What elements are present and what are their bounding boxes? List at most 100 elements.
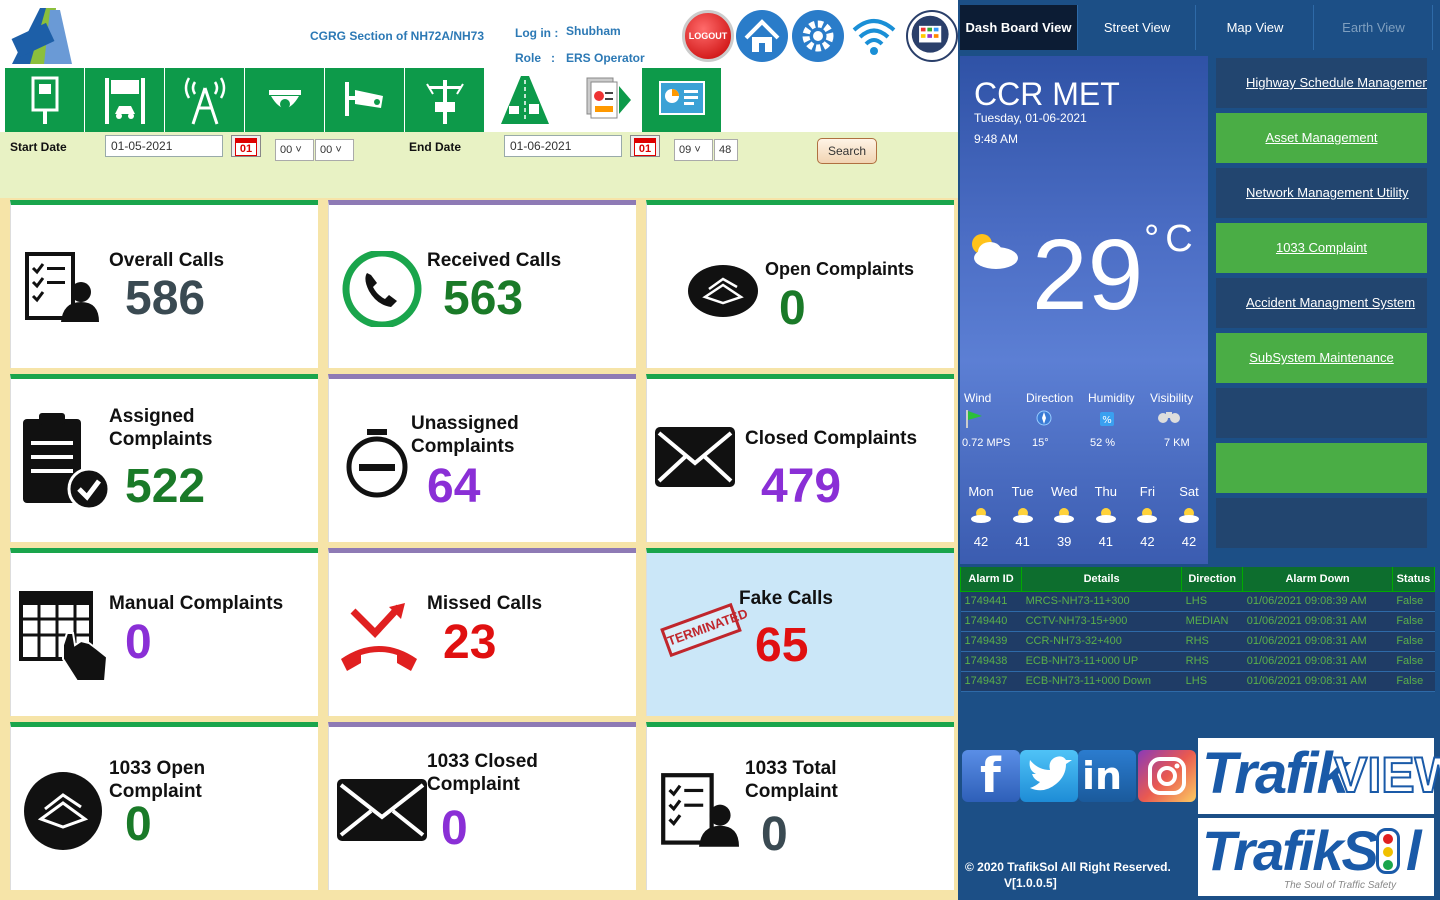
linkedin-icon[interactable]: in bbox=[1078, 750, 1136, 802]
trafikview-logo: Trafik VIEW bbox=[1198, 738, 1440, 814]
card-value: 64 bbox=[427, 460, 481, 513]
toolbar-dome-camera-button[interactable] bbox=[245, 68, 324, 132]
start-date-input[interactable]: 01-05-2021 bbox=[105, 135, 223, 157]
unassigned-complaints-card[interactable]: Unassigned Complaints 64 bbox=[328, 374, 636, 542]
tab-earth-view[interactable]: Earth View bbox=[1315, 5, 1433, 50]
alarm-column-header[interactable]: Details bbox=[1021, 567, 1183, 592]
toolbar-dashboard-button[interactable] bbox=[642, 68, 721, 132]
twitter-icon[interactable] bbox=[1020, 750, 1078, 802]
card-title-line1: Unassigned bbox=[411, 413, 519, 434]
alarm-cell: 1749438 bbox=[960, 651, 1022, 672]
closed-complaints-card[interactable]: Closed Complaints 479 bbox=[646, 374, 954, 542]
side-menu-link[interactable]: Network Management Utility bbox=[1246, 185, 1409, 200]
open-1033-card[interactable]: 1033 Open Complaint 0 bbox=[10, 722, 318, 890]
tab-map-view[interactable]: Map View bbox=[1197, 5, 1314, 50]
radio-tower-icon bbox=[184, 77, 225, 125]
side-menu-item bbox=[1216, 498, 1427, 548]
network-button[interactable] bbox=[848, 10, 900, 62]
alarm-column-header[interactable]: Status bbox=[1391, 567, 1436, 592]
alarm-row[interactable]: 1749440 CCTV-NH73-15+900 MEDIAN 01/06/2021 … bbox=[960, 611, 1435, 632]
section-name: CGRG Section of NH72A/NH73 bbox=[310, 29, 485, 43]
closed-1033-card[interactable]: 1033 Closed Complaint 0 bbox=[328, 722, 636, 890]
fake-calls-card[interactable]: TERMINATED Fake Calls 65 bbox=[646, 548, 954, 716]
logout-button[interactable]: LOGOUT bbox=[682, 10, 734, 62]
open-complaints-card[interactable]: Open Complaints 0 bbox=[646, 200, 954, 368]
weather-unit: °C bbox=[1144, 218, 1199, 260]
apps-button[interactable] bbox=[906, 10, 958, 62]
side-menu-item[interactable]: Accident Managment System bbox=[1216, 278, 1427, 328]
card-value: 65 bbox=[755, 619, 809, 672]
missed-calls-card[interactable]: Missed Calls 23 bbox=[328, 548, 636, 716]
card-title-line1: 1033 Open bbox=[109, 758, 206, 779]
tab-dashboard-view[interactable]: Dash Board View bbox=[960, 5, 1078, 50]
weather-panel: CCR MET Tuesday, 01-06-2021 9:48 AM 29 °… bbox=[960, 56, 1208, 564]
toolbar-reports-button[interactable] bbox=[565, 68, 644, 132]
side-menu-link[interactable]: SubSystem Maintenance bbox=[1249, 350, 1394, 365]
tab-street-view[interactable]: Street View bbox=[1079, 5, 1196, 50]
assigned-complaints-card[interactable]: Assigned Complaints 522 bbox=[10, 374, 318, 542]
alarm-column-header[interactable]: Direction bbox=[1181, 567, 1244, 592]
end-date-input[interactable]: 01-06-2021 bbox=[504, 135, 622, 157]
forecast-day: Thu bbox=[1094, 484, 1117, 499]
alarm-cell: 01/06/2021 09:08:39 AM bbox=[1242, 591, 1393, 612]
role-value: ERS Operator bbox=[566, 51, 645, 65]
received-calls-card[interactable]: Received Calls 563 bbox=[328, 200, 636, 368]
apps-icon bbox=[911, 15, 949, 53]
settings-button[interactable] bbox=[792, 10, 844, 62]
manual-complaints-card[interactable]: Manual Complaints 0 bbox=[10, 548, 318, 716]
side-menu-link[interactable]: Asset Management bbox=[1265, 130, 1378, 145]
alarm-row[interactable]: 1749439 CCR-NH73-32+400 RHS 01/06/2021 09:0… bbox=[960, 631, 1435, 652]
side-menu-item bbox=[1216, 388, 1427, 438]
alarm-table-header: Alarm ID Details Direction Alarm Down Status bbox=[959, 567, 1436, 592]
alarm-row[interactable]: 1749437 ECB-NH73-11+000 Down LHS 01/06/2021… bbox=[960, 671, 1435, 692]
end-minute-select[interactable]: 48 bbox=[714, 139, 738, 161]
facebook-icon[interactable]: f bbox=[962, 748, 1020, 804]
overall-calls-card[interactable]: Overall Calls 586 bbox=[10, 200, 318, 368]
toolbar-highway-button[interactable] bbox=[485, 68, 564, 132]
search-button[interactable]: Search bbox=[817, 138, 877, 164]
side-menu-item[interactable]: Asset Management bbox=[1216, 113, 1427, 163]
side-menu-link[interactable]: Highway Schedule Management bbox=[1246, 75, 1427, 90]
alarm-row[interactable]: 1749441 MRCS-NH73-11+300 LHS 01/06/2021 09:… bbox=[960, 591, 1435, 612]
start-calendar-button[interactable]: 01 bbox=[231, 135, 261, 157]
start-minute-select[interactable]: 00 ˅ bbox=[315, 139, 354, 161]
side-menu-item[interactable]: Highway Schedule Management bbox=[1216, 58, 1427, 108]
alarm-cell: False bbox=[1392, 671, 1435, 692]
humidity-value: 52 % bbox=[1090, 437, 1116, 449]
logo-text-view: VIEW bbox=[1333, 746, 1440, 804]
side-menu-link[interactable]: Accident Managment System bbox=[1246, 295, 1416, 310]
forecast-temp: 42 bbox=[1140, 534, 1155, 549]
card-value: 522 bbox=[125, 460, 206, 513]
clipboard-check-icon bbox=[23, 413, 111, 511]
weather-temperature: 29 bbox=[1032, 219, 1144, 331]
side-menu-item[interactable]: 1033 Complaint bbox=[1216, 223, 1427, 273]
card-title-line1: Assigned bbox=[109, 406, 195, 427]
toolbar-tower-button[interactable] bbox=[165, 68, 244, 132]
toolbar-cctv-button[interactable] bbox=[325, 68, 404, 132]
alarm-cell: CCR-NH73-32+400 bbox=[1021, 631, 1182, 652]
alarm-table: Alarm ID Details Direction Alarm Down Status… bbox=[959, 567, 1436, 692]
toolbar-ecb-button[interactable] bbox=[5, 68, 84, 132]
card-value: 0 bbox=[761, 808, 788, 861]
end-hour-select[interactable]: 09 ˅ bbox=[674, 139, 713, 161]
dashboard-icon bbox=[658, 81, 705, 115]
home-button[interactable] bbox=[736, 10, 788, 62]
alarm-column-header[interactable]: Alarm Down bbox=[1242, 567, 1393, 592]
side-menu-link[interactable]: 1033 Complaint bbox=[1275, 240, 1368, 255]
side-menu-item[interactable]: SubSystem Maintenance bbox=[1216, 333, 1427, 383]
total-1033-card[interactable]: 1033 Total Complaint 0 bbox=[646, 722, 954, 890]
instagram-icon[interactable] bbox=[1138, 750, 1196, 802]
card-value: 563 bbox=[443, 272, 524, 325]
alarm-row[interactable]: 1749438 ECB-NH73-11+000 UP RHS 01/06/2021 0… bbox=[960, 651, 1435, 672]
side-menu-item[interactable]: Network Management Utility bbox=[1216, 168, 1427, 218]
toolbar-met-button[interactable] bbox=[405, 68, 484, 132]
end-date-label: End Date bbox=[409, 140, 462, 154]
chevron-down-icon: ˅ bbox=[295, 144, 302, 156]
role-label: Role bbox=[515, 51, 542, 65]
alarm-column-header[interactable]: Alarm ID bbox=[959, 567, 1023, 592]
toolbar-vms-button[interactable] bbox=[85, 68, 164, 132]
card-title-line2: Complaints bbox=[411, 436, 515, 457]
end-calendar-button[interactable]: 01 bbox=[630, 135, 660, 157]
start-hour-select[interactable]: 00 ˅ bbox=[275, 139, 314, 161]
alarm-cell: 1749439 bbox=[960, 631, 1022, 652]
